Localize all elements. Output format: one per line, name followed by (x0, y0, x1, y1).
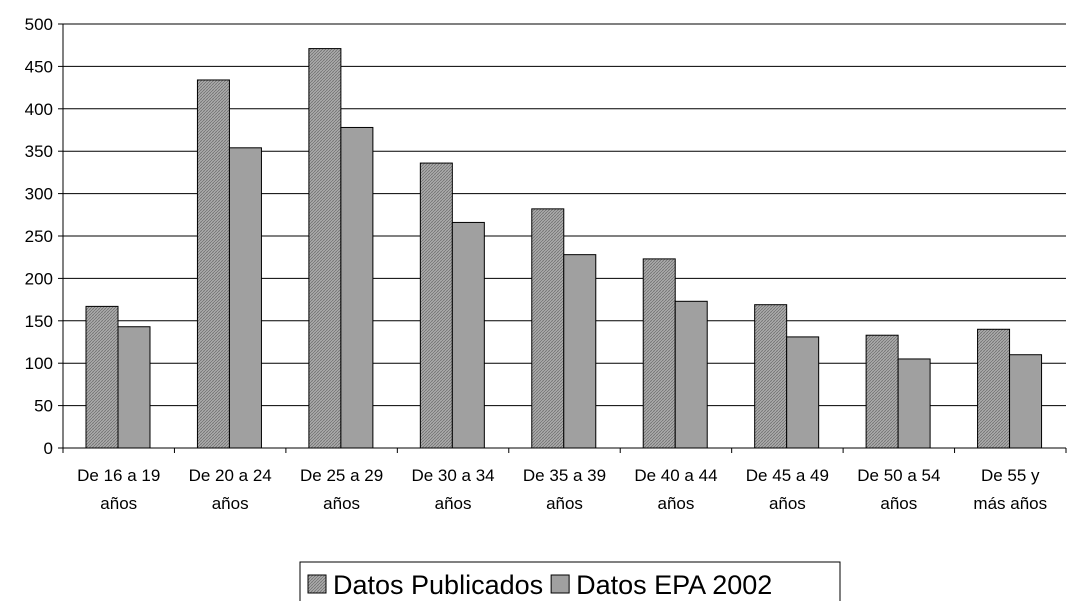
x-tick-label: años (880, 494, 917, 513)
x-tick-label: años (546, 494, 583, 513)
legend: Datos Publicados Datos EPA 2002 (299, 561, 841, 601)
bar-datos-publicados (531, 208, 565, 449)
x-tick-label: De 50 a 54 (857, 466, 940, 485)
axes (58, 23, 1067, 453)
y-tick-label: 500 (25, 15, 53, 34)
y-tick-label: 450 (25, 57, 53, 76)
y-tick-label: 150 (25, 312, 53, 331)
x-tick-label: De 40 a 44 (634, 466, 717, 485)
y-tick-label: 250 (25, 227, 53, 246)
legend-label: Datos Publicados (333, 570, 543, 600)
y-tick-label: 200 (25, 269, 53, 288)
x-tick-label: De 30 a 34 (411, 466, 494, 485)
x-tick-label: años (435, 494, 472, 513)
y-tick-label: 350 (25, 142, 53, 161)
bar-datos-publicados (754, 304, 788, 449)
x-tick-label: más años (973, 494, 1047, 513)
y-tick-label: 0 (44, 439, 53, 458)
bar-datos-publicados (85, 305, 119, 449)
bar-datos-publicados (977, 328, 1011, 449)
bar-datos-epa-2002 (340, 126, 374, 449)
bar-datos-publicados (196, 79, 230, 449)
y-tick-label: 400 (25, 100, 53, 119)
bar-datos-publicados (308, 48, 342, 449)
bar-datos-epa-2002 (1009, 354, 1043, 449)
legend-label: Datos EPA 2002 (576, 570, 772, 600)
bar-datos-epa-2002 (786, 336, 820, 449)
bar-datos-epa-2002 (674, 300, 708, 449)
bar-datos-publicados (419, 162, 453, 449)
x-tick-label: De 16 a 19 (77, 466, 160, 485)
bar-datos-epa-2002 (451, 221, 485, 449)
x-tick-label: De 55 y (981, 466, 1040, 485)
x-tick-label: De 35 a 39 (523, 466, 606, 485)
x-tick-label: De 25 a 29 (300, 466, 383, 485)
legend-swatch (550, 574, 570, 594)
y-tick-labels: 0 50 100 150 200 250 300 350 400 450 500 (25, 15, 53, 458)
bar-datos-epa-2002 (228, 147, 262, 449)
legend-swatch (307, 574, 327, 594)
x-tick-label: años (769, 494, 806, 513)
x-tick-label: años (212, 494, 249, 513)
y-tick-label: 100 (25, 354, 53, 373)
y-tick-label: 300 (25, 185, 53, 204)
x-tick-label: años (100, 494, 137, 513)
x-tick-label: años (658, 494, 695, 513)
bar-datos-publicados (642, 258, 676, 449)
legend-box (299, 561, 841, 601)
x-tick-label: años (323, 494, 360, 513)
bar-datos-epa-2002 (897, 358, 931, 449)
x-tick-label: De 45 a 49 (746, 466, 829, 485)
x-tick-labels: De 16 a 19 años De 20 a 24 años De 25 a 29 añ… (77, 466, 1047, 513)
bar-datos-publicados (865, 334, 899, 449)
bar-datos-epa-2002 (117, 326, 151, 449)
x-tick-label: De 20 a 24 (189, 466, 272, 485)
y-tick-label: 50 (34, 397, 53, 416)
bar-datos-epa-2002 (563, 254, 597, 449)
